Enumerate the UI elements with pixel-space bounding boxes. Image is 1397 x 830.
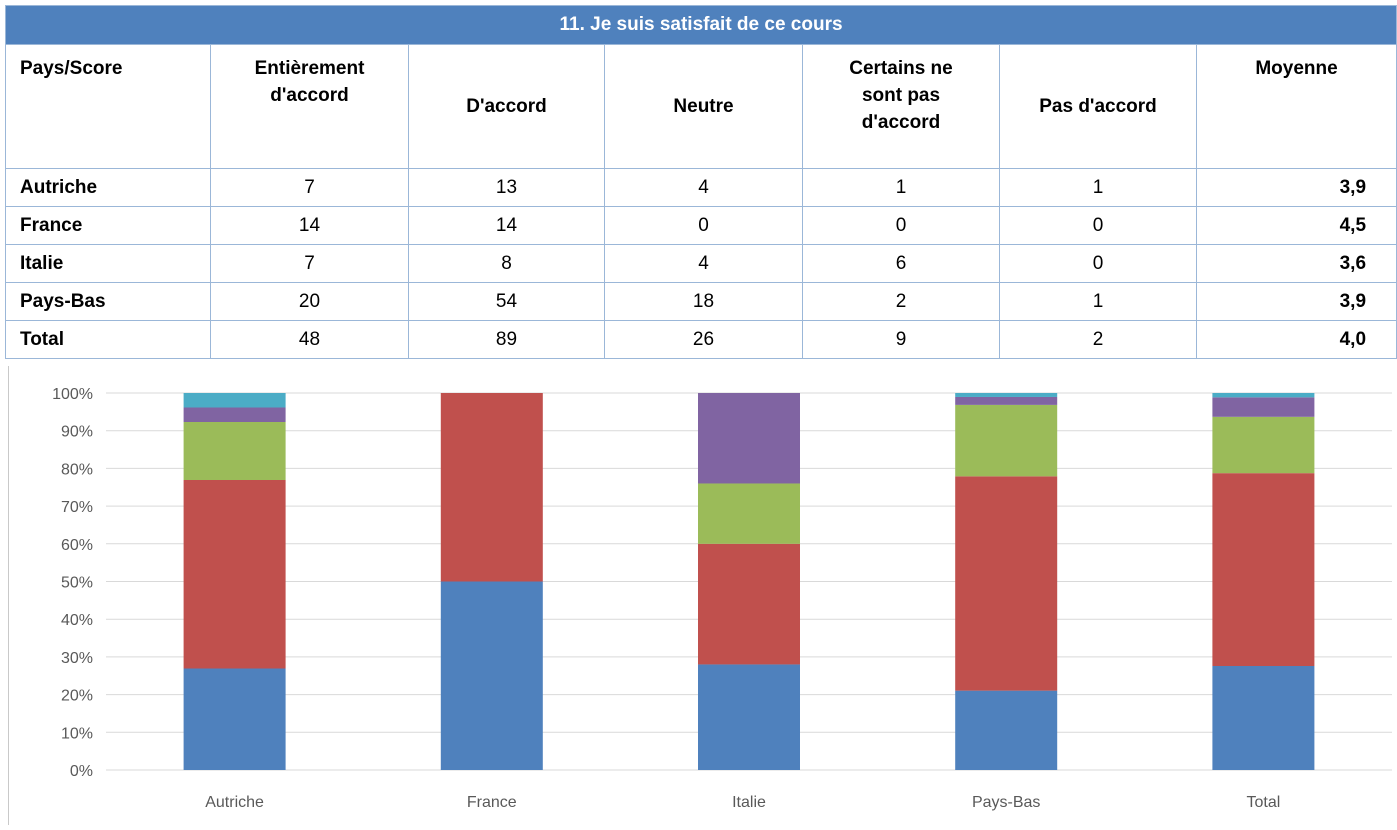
bar-segment [955,690,1058,770]
header-pays-score: Pays/Score [5,44,211,169]
header-neutre: Neutre [604,44,803,169]
bar-segment [1212,473,1315,666]
cell-value: 18 [604,282,803,321]
table-header-row: Pays/Score Entièrement d'accord D'accord Neu… [5,44,1397,169]
cell-value: 89 [408,320,605,359]
x-tick-label: France [467,794,517,811]
y-tick-label: 30% [61,650,93,667]
table-title: 11. Je suis satisfait de ce cours [4,5,1397,45]
y-tick-label: 20% [61,688,93,705]
cell-value: 1 [802,168,1000,207]
y-tick-label: 10% [61,725,93,742]
header-daccord: D'accord [408,44,605,169]
table-row: France 14 14 0 0 0 4,5 [5,206,1397,245]
cell-value: 4 [604,168,803,207]
row-average: 3,6 [1195,244,1397,283]
cell-value: 2 [802,282,1000,321]
bar-segment [955,476,1058,691]
cell-value: 1 [999,168,1197,207]
header-moyenne: Moyenne [1195,44,1397,169]
cell-value: 7 [210,168,409,207]
cell-value: 0 [999,244,1197,283]
cell-value: 6 [802,244,1000,283]
cell-value: 14 [210,206,409,245]
cell-value: 2 [999,320,1197,359]
row-average: 3,9 [1195,168,1397,207]
survey-table: 11. Je suis satisfait de ce cours Pays/S… [4,5,1397,359]
y-tick-label: 50% [61,575,93,592]
y-tick-label: 100% [52,386,93,403]
x-tick-label: Italie [732,794,766,811]
chart-area: 0% 10% 20% 30% 40% 50% 60% 70% 80% 90% 100% Autrich… [8,366,1397,825]
bar-segment [1212,393,1315,398]
stacked-bar-chart: 0% 10% 20% 30% 40% 50% 60% 70% 80% 90% 100% Autrich… [52,386,1392,811]
bar-segment [183,393,286,408]
cell-value: 13 [408,168,605,207]
table-row: Total 48 89 26 9 2 4,0 [5,320,1397,359]
bar-segment [955,396,1058,405]
y-tick-label: 40% [61,612,93,629]
y-tick-label: 0% [70,763,93,780]
bar-segment [183,422,286,480]
bar-segment [1212,416,1315,474]
bar-segment [440,393,543,582]
header-pas-daccord: Pas d'accord [999,44,1197,169]
table-row: Autriche 7 13 4 1 1 3,9 [5,168,1397,207]
y-tick-label: 70% [61,499,93,516]
cell-value: 4 [604,244,803,283]
cell-value: 14 [408,206,605,245]
table-row: Pays-Bas 20 54 18 2 1 3,9 [5,282,1397,321]
table-row: Italie 7 8 4 6 0 3,6 [5,244,1397,283]
cell-value: 0 [999,206,1197,245]
bar-segment [698,664,800,770]
bar-segment [698,393,800,484]
cell-value: 54 [408,282,605,321]
row-average: 3,9 [1195,282,1397,321]
cell-value: 1 [999,282,1197,321]
x-tick-label: Pays-Bas [972,794,1040,811]
bar-segment [183,407,286,422]
cell-value: 0 [604,206,803,245]
cell-value: 8 [408,244,605,283]
x-tick-label: Total [1247,794,1281,811]
row-country: Autriche [5,168,211,207]
cell-value: 9 [802,320,1000,359]
cell-value: 48 [210,320,409,359]
bar-segment [955,393,1058,397]
row-average: 4,0 [1195,320,1397,359]
cell-value: 20 [210,282,409,321]
cell-value: 0 [802,206,1000,245]
cell-value: 7 [210,244,409,283]
header-entierement-daccord: Entièrement d'accord [210,44,409,169]
row-country: Total [5,320,211,359]
bar-segment [183,480,286,669]
bar-segment [955,404,1058,477]
row-country: Italie [5,244,211,283]
cell-value: 26 [604,320,803,359]
y-tick-label: 80% [61,461,93,478]
x-tick-label: Autriche [205,794,264,811]
row-average: 4,5 [1195,206,1397,245]
bar-segment [183,668,286,770]
bar-segment [1212,397,1315,417]
y-tick-label: 60% [61,537,93,554]
row-country: France [5,206,211,245]
bar-segment [698,483,800,544]
header-certains-pas-daccord: Certains ne sont pas d'accord [802,44,1000,169]
y-tick-label: 90% [61,424,93,441]
bar-segment [440,581,543,770]
row-country: Pays-Bas [5,282,211,321]
bar-segment [698,543,800,665]
survey-table-container: 11. Je suis satisfait de ce cours Pays/S… [4,5,1397,359]
table-body: Autriche 7 13 4 1 1 3,9 France 14 14 0 0 0 4,5 Italie 7… [5,168,1397,359]
bar-segment [1212,666,1315,770]
